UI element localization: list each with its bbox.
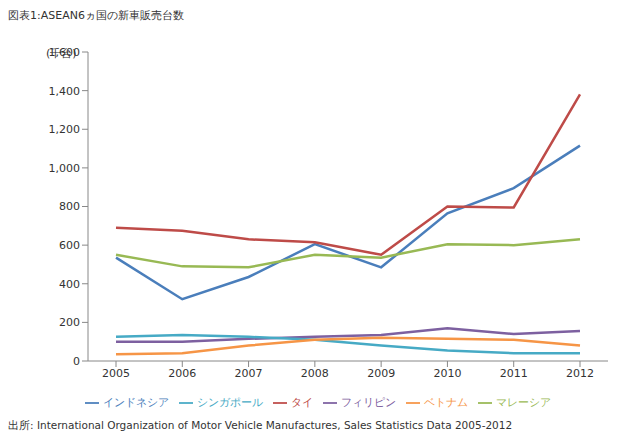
svg-text:0: 0 xyxy=(73,355,80,368)
svg-text:1,600: 1,600 xyxy=(49,46,81,59)
svg-text:600: 600 xyxy=(59,239,80,252)
svg-text:800: 800 xyxy=(59,200,80,213)
svg-text:2005: 2005 xyxy=(102,367,130,380)
svg-text:2011: 2011 xyxy=(500,367,528,380)
svg-text:2012: 2012 xyxy=(566,367,594,380)
svg-text:2009: 2009 xyxy=(367,367,395,380)
svg-text:200: 200 xyxy=(59,316,80,329)
svg-text:2010: 2010 xyxy=(433,367,461,380)
svg-text:2007: 2007 xyxy=(235,367,263,380)
svg-text:400: 400 xyxy=(59,278,80,291)
svg-text:2006: 2006 xyxy=(168,367,196,380)
svg-text:1,400: 1,400 xyxy=(49,85,81,98)
svg-text:1,200: 1,200 xyxy=(49,123,81,136)
svg-text:1,000: 1,000 xyxy=(49,162,81,175)
svg-text:2008: 2008 xyxy=(301,367,329,380)
